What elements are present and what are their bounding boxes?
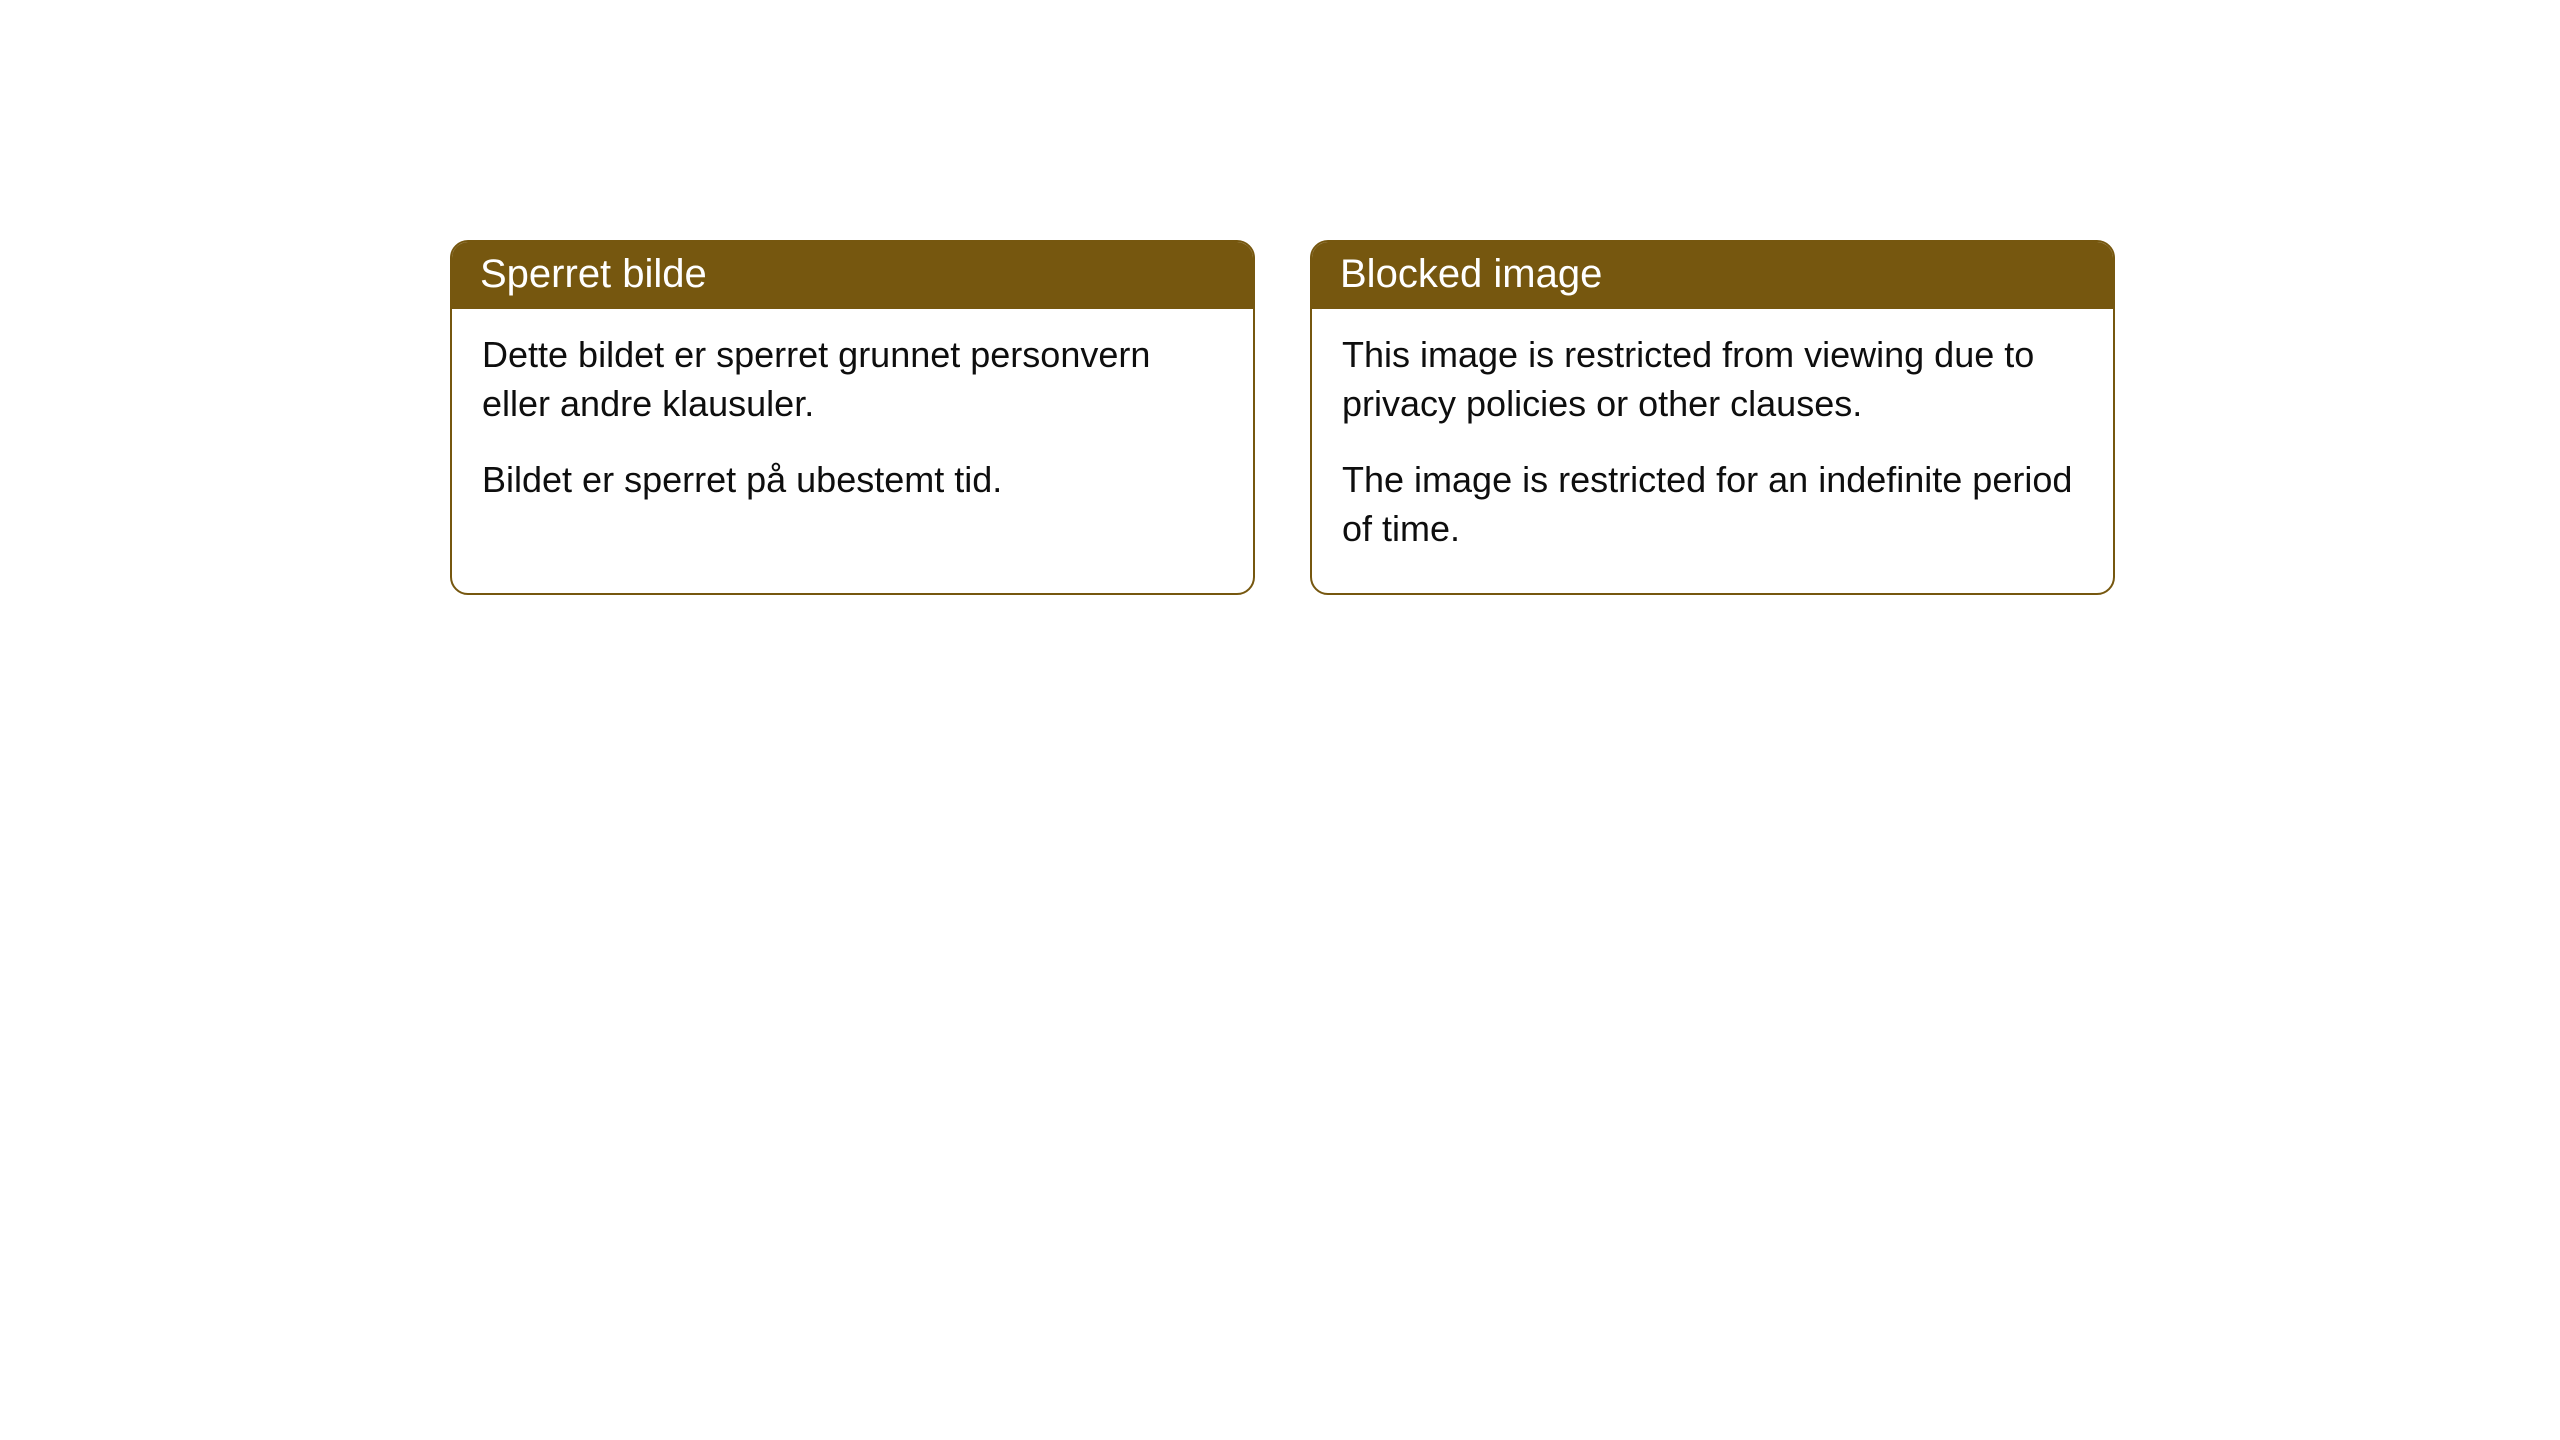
notice-card-body: Dette bildet er sperret grunnet personve… xyxy=(452,309,1253,545)
notice-card-body: This image is restricted from viewing du… xyxy=(1312,309,2113,593)
notice-card-header: Sperret bilde xyxy=(452,242,1253,309)
notice-paragraph: Bildet er sperret på ubestemt tid. xyxy=(482,456,1223,505)
notice-card-header: Blocked image xyxy=(1312,242,2113,309)
notice-card-norwegian: Sperret bilde Dette bildet er sperret gr… xyxy=(450,240,1255,595)
notice-paragraph: Dette bildet er sperret grunnet personve… xyxy=(482,331,1223,428)
notice-paragraph: This image is restricted from viewing du… xyxy=(1342,331,2083,428)
notice-card-english: Blocked image This image is restricted f… xyxy=(1310,240,2115,595)
notice-cards-container: Sperret bilde Dette bildet er sperret gr… xyxy=(450,240,2560,595)
notice-paragraph: The image is restricted for an indefinit… xyxy=(1342,456,2083,553)
